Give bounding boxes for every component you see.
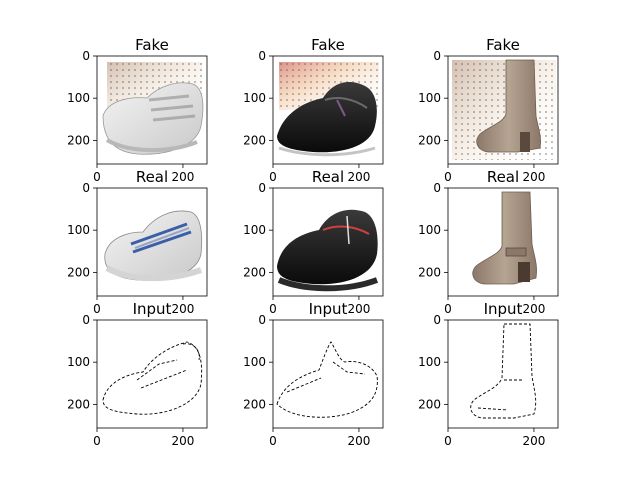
axes-frame [96, 55, 208, 165]
y-tick-label: 0 [258, 181, 266, 195]
x-tick-label: 200 [347, 302, 370, 316]
generated-sneaker-image [102, 62, 204, 155]
y-tick-label: 0 [433, 313, 441, 327]
y-tick-label: 100 [243, 355, 266, 369]
axes-frame [447, 187, 559, 297]
image-area [448, 320, 558, 428]
x-tick-label: 200 [522, 170, 545, 184]
sneaker-edge-sketch [102, 341, 203, 415]
y-tick-label: 0 [433, 49, 441, 63]
boot-edge-sketch [470, 323, 537, 419]
y-tick-label: 100 [67, 223, 90, 237]
clog-edge-sketch [276, 341, 378, 418]
y-tick-label: 200 [243, 397, 266, 411]
image-area [273, 320, 383, 428]
x-tick-label: 0 [444, 434, 452, 448]
y-tick-label: 200 [418, 265, 441, 279]
panel-input-sneaker [96, 319, 208, 429]
y-tick-label: 200 [243, 133, 266, 147]
panel-input-clog [272, 319, 384, 429]
x-tick-label: 200 [347, 170, 370, 184]
axes-frame [272, 319, 384, 429]
panel-real-boot [447, 187, 559, 297]
y-tick-label: 200 [243, 265, 266, 279]
x-tick-label: 200 [171, 302, 194, 316]
y-tick-label: 0 [433, 181, 441, 195]
x-tick-label: 0 [269, 170, 277, 184]
real-clog-photo [277, 209, 379, 292]
x-tick-label: 0 [444, 302, 452, 316]
panel-title: Real [312, 168, 344, 186]
y-tick-label: 0 [82, 181, 90, 195]
y-tick-label: 200 [67, 397, 90, 411]
y-tick-label: 0 [258, 49, 266, 63]
image-area [97, 320, 207, 428]
panel-title: Input [484, 300, 523, 318]
x-tick-label: 200 [171, 434, 194, 448]
y-tick-label: 200 [418, 133, 441, 147]
x-tick-label: 200 [171, 170, 194, 184]
y-tick-label: 100 [243, 223, 266, 237]
axes-frame [272, 187, 384, 297]
y-tick-label: 100 [243, 91, 266, 105]
y-tick-label: 200 [67, 133, 90, 147]
real-sneaker-photo [104, 210, 203, 281]
panel-title: Real [487, 168, 519, 186]
y-tick-label: 100 [67, 355, 90, 369]
x-tick-label: 200 [522, 434, 545, 448]
y-tick-label: 100 [67, 91, 90, 105]
panel-title: Real [136, 168, 168, 186]
y-tick-label: 0 [82, 313, 90, 327]
y-tick-label: 100 [418, 355, 441, 369]
panel-title: Fake [311, 36, 345, 54]
x-tick-label: 0 [93, 434, 101, 448]
x-tick-label: 0 [269, 434, 277, 448]
axes-frame [447, 55, 559, 165]
y-tick-label: 100 [418, 223, 441, 237]
x-tick-label: 200 [347, 434, 370, 448]
y-tick-label: 0 [258, 313, 266, 327]
panel-fake-boot [447, 55, 559, 165]
panel-title: Fake [135, 36, 169, 54]
axes-frame [96, 319, 208, 429]
panel-title: Input [133, 300, 172, 318]
real-boot-photo [472, 191, 537, 285]
panel-title: Input [309, 300, 348, 318]
panel-real-sneaker [96, 187, 208, 297]
x-tick-label: 0 [444, 170, 452, 184]
axes-frame [447, 319, 559, 429]
axes-frame [272, 55, 384, 165]
panel-fake-clog [272, 55, 384, 165]
panel-real-clog [272, 187, 384, 297]
x-tick-label: 200 [522, 302, 545, 316]
generated-boot-image [452, 59, 556, 160]
y-tick-label: 200 [67, 265, 90, 279]
x-tick-label: 0 [93, 302, 101, 316]
axes-frame [96, 187, 208, 297]
y-tick-label: 100 [418, 91, 441, 105]
generated-clog-image [277, 62, 379, 157]
y-tick-label: 0 [82, 49, 90, 63]
panel-fake-sneaker [96, 55, 208, 165]
x-tick-label: 0 [269, 302, 277, 316]
panel-input-boot [447, 319, 559, 429]
panel-title: Fake [486, 36, 520, 54]
x-tick-label: 0 [93, 170, 101, 184]
y-tick-label: 200 [418, 397, 441, 411]
